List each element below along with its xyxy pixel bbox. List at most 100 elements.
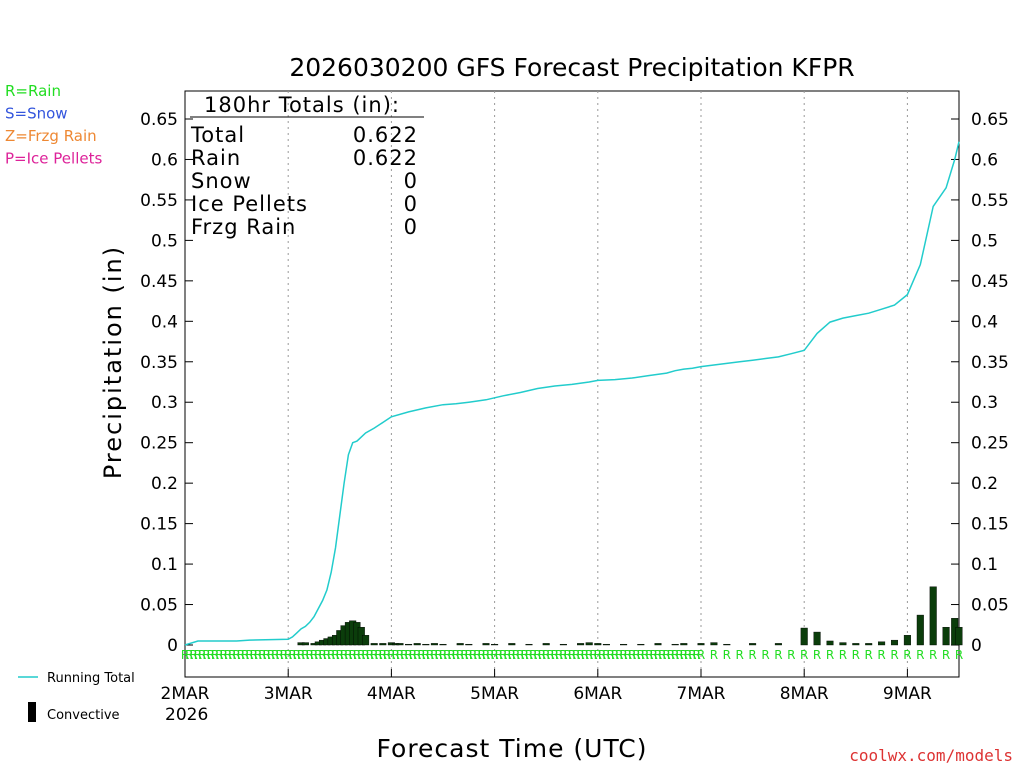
totals-row-value: 0 — [404, 215, 418, 239]
precip-type-legend-item: P=Ice Pellets — [5, 150, 102, 168]
convective-bar — [852, 643, 860, 646]
rain-marker: R — [546, 648, 554, 662]
y-tick-label-right: 0 — [971, 636, 982, 656]
rain-marker: R — [447, 648, 455, 662]
rain-marker: R — [723, 648, 731, 662]
rain-marker: R — [331, 648, 339, 662]
y-tick-label-right: 0.15 — [971, 515, 1009, 535]
convective-bar — [379, 643, 387, 646]
rain-marker: R — [443, 648, 451, 662]
rain-marker: R — [374, 648, 382, 662]
y-tick-label-right: 0.6 — [971, 150, 998, 170]
rain-marker: R — [658, 648, 666, 662]
rain-marker: R — [318, 648, 326, 662]
precip-type-legend-item: Z=Frzg Rain — [5, 127, 97, 145]
totals-row-label: Rain — [191, 146, 241, 170]
convective-bar — [654, 643, 662, 646]
rain-marker: R — [422, 648, 430, 662]
convective-bar — [637, 643, 645, 646]
convective-bar — [813, 631, 821, 646]
rain-marker: R — [185, 648, 193, 662]
totals-row-label: Total — [190, 123, 245, 147]
convective-bar — [439, 643, 447, 646]
rain-marker: R — [503, 648, 511, 662]
rain-marker: R — [761, 648, 769, 662]
rain-marker: R — [473, 648, 481, 662]
rain-marker: R — [310, 648, 318, 662]
rain-marker: R — [916, 648, 924, 662]
y-tick-label-right: 0.4 — [971, 312, 998, 332]
y-tick-label-right: 0.65 — [971, 110, 1009, 130]
rain-marker: R — [568, 648, 576, 662]
rain-marker: R — [551, 648, 559, 662]
rain-marker: R — [478, 648, 486, 662]
rain-marker: R — [254, 648, 262, 662]
rain-marker: R — [469, 648, 477, 662]
convective-bar — [890, 639, 899, 646]
rain-marker: R — [323, 648, 331, 662]
rain-marker: R — [189, 648, 197, 662]
rain-marker: R — [542, 648, 550, 662]
y-tick-label-left: 0.25 — [140, 434, 178, 454]
y-tick-label-left: 0.2 — [151, 474, 178, 494]
rain-marker: R — [710, 648, 718, 662]
rain-marker: R — [241, 648, 249, 662]
rain-marker: R — [645, 648, 653, 662]
rain-marker: R — [293, 648, 301, 662]
convective-bar — [749, 643, 757, 646]
rain-marker: R — [774, 648, 782, 662]
x-tick-label: 5MAR — [470, 684, 519, 704]
totals-row-label: Snow — [191, 169, 252, 193]
rain-marker: R — [684, 648, 692, 662]
rain-marker: R — [396, 648, 404, 662]
convective-legend-swatch — [28, 702, 36, 722]
x-tick-label: 2MAR — [161, 684, 210, 704]
totals-row-value: 0 — [404, 192, 418, 216]
rain-marker: R — [370, 648, 378, 662]
y-tick-label-left: 0.35 — [140, 353, 178, 373]
totals-row-value: 0 — [404, 169, 418, 193]
rain-marker: R — [383, 648, 391, 662]
rain-marker: R — [306, 648, 314, 662]
totals-box: 180hr Totals (in): Total 0.622 Rain 0.622 Sn… — [190, 93, 424, 239]
x-tick-label: 9MAR — [883, 684, 932, 704]
rain-marker: R — [675, 648, 683, 662]
convective-bar — [577, 643, 585, 646]
y-tick-label-left: 0.6 — [151, 150, 178, 170]
y-tick-label-left: 0.3 — [151, 393, 178, 413]
convective-bar — [482, 643, 490, 646]
rain-marker: R — [379, 648, 387, 662]
convective-bar — [362, 635, 370, 646]
y-tick-label-right: 0.55 — [971, 191, 1009, 211]
y-tick-label-left: 0.65 — [140, 110, 178, 130]
y-axis-label: Precipitation (in) — [99, 245, 127, 479]
rain-marker: R — [353, 648, 361, 662]
rain-marker: R — [413, 648, 421, 662]
rain-marker: R — [181, 648, 189, 662]
rain-marker: R — [237, 648, 245, 662]
rain-marker: R — [344, 648, 352, 662]
convective-bar — [620, 643, 628, 646]
x-axis-label: Forecast Time (UTC) — [377, 734, 648, 763]
convective-bar — [800, 627, 808, 646]
vertical-gridlines — [287, 91, 908, 677]
y-axis-ticks: 0 00.05 0.050.1 0.10.15 0.150.2 0.20.25 0.250.… — [140, 110, 1009, 656]
rain-marker: R — [400, 648, 408, 662]
rain-marker: R — [314, 648, 322, 662]
rain-marker: R — [220, 648, 228, 662]
totals-row-value: 0.622 — [353, 146, 418, 170]
rain-marker: R — [624, 648, 632, 662]
rain-marker: R — [228, 648, 236, 662]
rain-marker: R — [297, 648, 305, 662]
y-tick-label-right: 0.2 — [971, 474, 998, 494]
running-total-line — [184, 141, 960, 646]
y-tick-label-left: 0.4 — [151, 312, 178, 332]
y-tick-label-left: 0.5 — [151, 231, 178, 251]
convective-bar — [774, 643, 782, 646]
convective-bar — [585, 642, 593, 646]
convective-bar — [903, 635, 911, 646]
rain-marker: R — [598, 648, 606, 662]
convective-bar — [456, 643, 464, 646]
convective-bar — [396, 643, 404, 646]
rain-marker: R — [632, 648, 640, 662]
